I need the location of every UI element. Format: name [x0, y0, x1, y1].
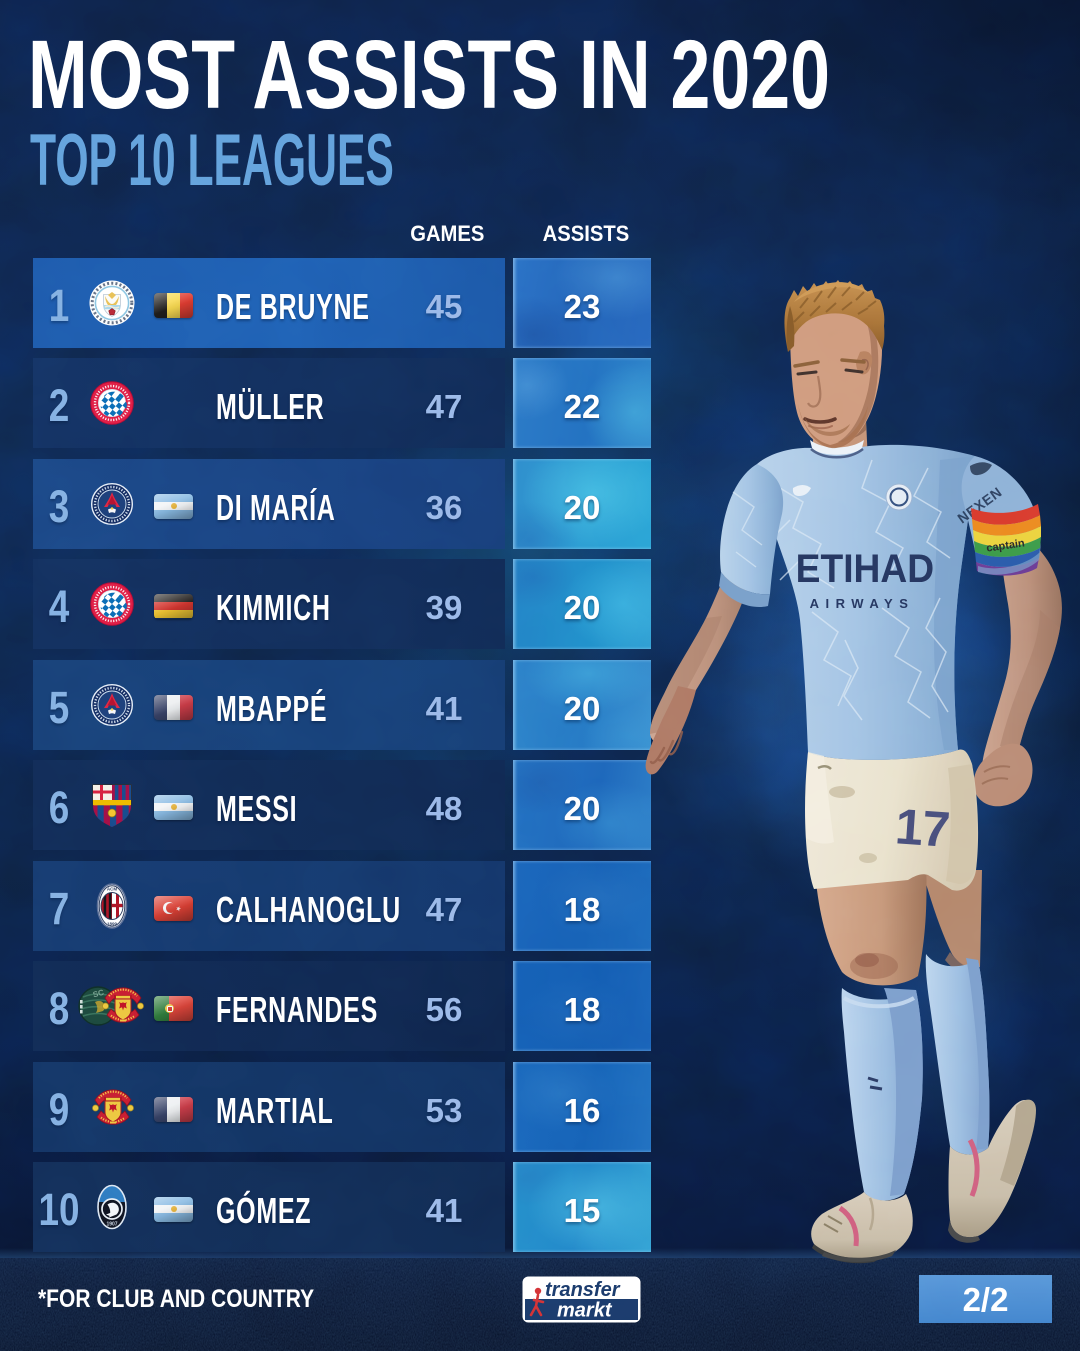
svg-text:ETIHAD: ETIHAD	[796, 547, 934, 592]
svg-text:markt: markt	[557, 1300, 613, 1322]
svg-text:1899: 1899	[107, 922, 118, 927]
svg-text:1907: 1907	[106, 1222, 117, 1228]
svg-text:transfer: transfer	[545, 1279, 621, 1301]
svg-text:ACM: ACM	[107, 887, 117, 892]
svg-text:AIRWAYS: AIRWAYS	[810, 596, 915, 611]
svg-text:17: 17	[893, 798, 950, 858]
